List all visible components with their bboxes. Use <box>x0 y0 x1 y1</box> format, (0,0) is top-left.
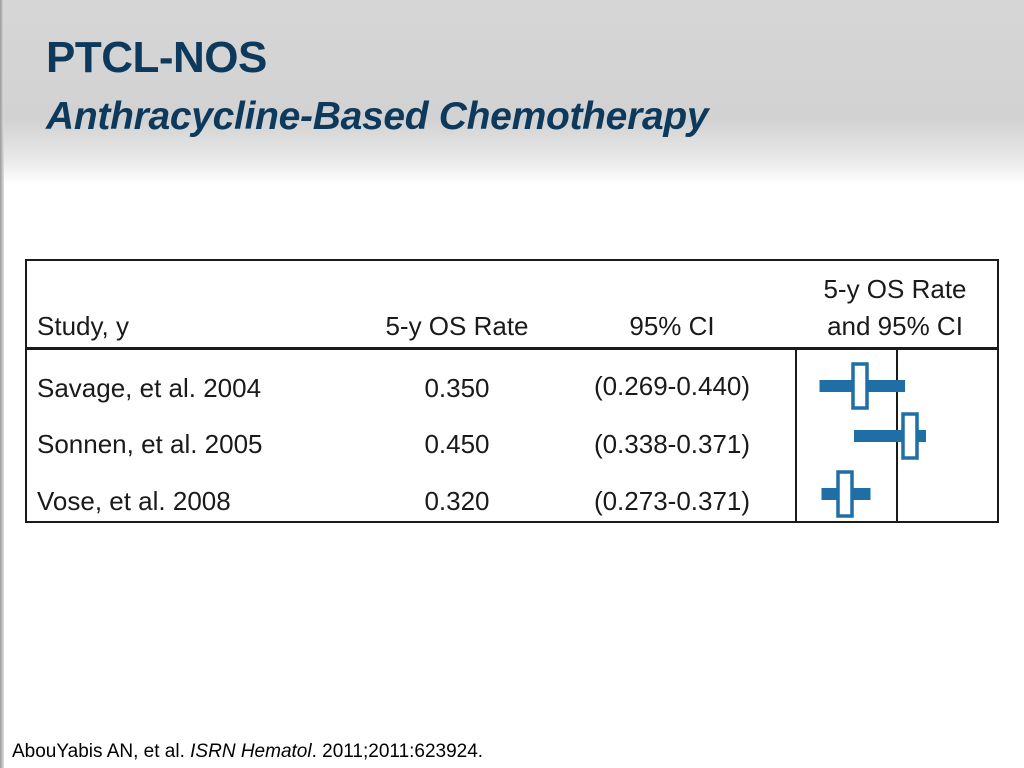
row-2-rate: 0.450 <box>424 429 490 459</box>
header-study: Study, y <box>37 311 130 341</box>
header-separator <box>27 347 997 350</box>
row-2-ci: (0.338-0.371) <box>593 429 751 459</box>
estimate-marker-2 <box>901 412 919 460</box>
citation-journal: ISRN Hematol <box>190 741 312 762</box>
estimate-marker-3 <box>836 470 854 518</box>
header-band <box>0 0 1024 185</box>
header-ci: 95% CI <box>629 311 715 341</box>
row-2-study: Sonnen, et al. 2005 <box>37 429 263 459</box>
estimate-marker-1 <box>851 362 869 410</box>
citation-details: . 2011;2011:623924. <box>311 741 484 762</box>
slide-title: PTCL-NOS <box>46 33 267 82</box>
header-rate: 5-y OS Rate <box>385 311 529 341</box>
row-1-study: Savage, et al. 2004 <box>37 373 262 403</box>
row-3-rate: 0.320 <box>424 486 490 516</box>
slide-subtitle: Anthracycline-Based Chemotherapy <box>46 95 709 138</box>
row-3-ci: (0.273-0.371) <box>593 486 751 516</box>
forest-plot <box>819 362 926 518</box>
row-1-rate: 0.350 <box>424 373 490 403</box>
plot-column-left-border <box>795 347 797 521</box>
citation-authors: AbouYabis AN, et al. <box>12 741 191 762</box>
row-3-study: Vose, et al. 2008 <box>37 486 231 516</box>
header-plot-line2: and 95% CI <box>827 311 963 341</box>
header-plot-line1: 5-y OS Rate <box>823 274 967 304</box>
slide-left-edge <box>0 0 4 768</box>
citation: AbouYabis AN, et al. ISRN Hematol. 2011;… <box>12 741 483 763</box>
row-1-ci: (0.269-0.440) <box>593 371 751 401</box>
